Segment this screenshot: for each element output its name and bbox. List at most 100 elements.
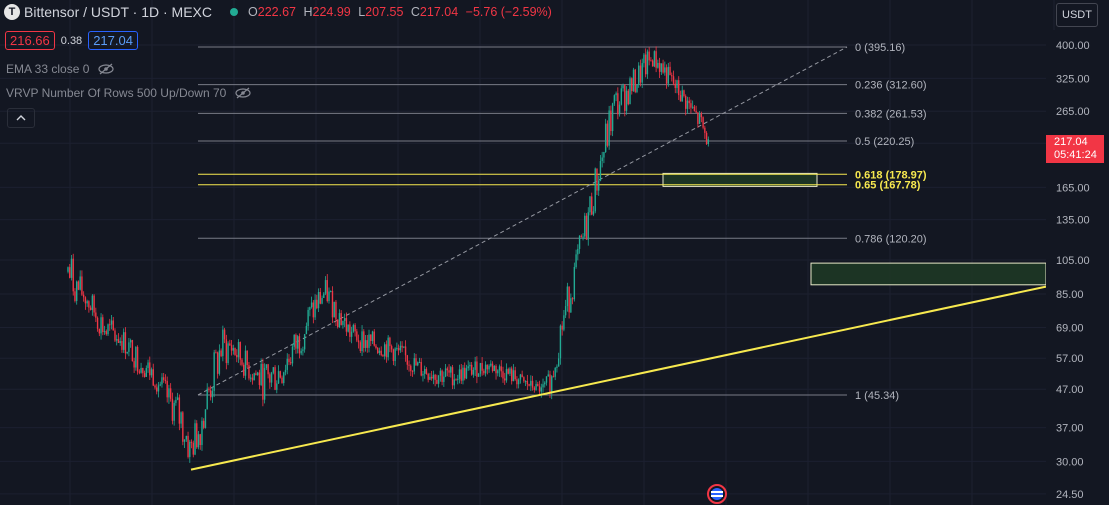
candle-body bbox=[305, 326, 308, 335]
candle-body bbox=[660, 63, 663, 72]
candle-body bbox=[169, 388, 172, 399]
candle-body bbox=[500, 366, 502, 372]
candle-body bbox=[330, 290, 332, 292]
candle-body bbox=[206, 388, 208, 410]
candle-body bbox=[606, 123, 609, 146]
candle-body bbox=[371, 331, 374, 341]
candle-body bbox=[377, 347, 379, 354]
candle-body bbox=[387, 337, 389, 358]
fib-level-label: 0 (395.16) bbox=[855, 42, 905, 54]
price-axis-tick-label: 69.00 bbox=[1056, 323, 1084, 335]
candle-body bbox=[218, 350, 221, 374]
candle-body bbox=[131, 340, 134, 362]
indicator-ema[interactable]: EMA 33 close 0 bbox=[6, 62, 115, 76]
zone-box[interactable] bbox=[810, 262, 1047, 286]
candle-body bbox=[582, 236, 584, 238]
candle-body bbox=[627, 90, 629, 105]
candle-body bbox=[168, 388, 170, 398]
indicator-vrvp[interactable]: VRVP Number Of Rows 500 Up/Down 70 bbox=[6, 86, 252, 100]
candle-body bbox=[432, 374, 435, 379]
collapse-indicators-button[interactable] bbox=[7, 108, 35, 128]
candle-body bbox=[91, 295, 94, 310]
candle-body bbox=[430, 376, 433, 379]
candle-body bbox=[265, 364, 268, 369]
candle-body bbox=[93, 295, 95, 313]
fibonacci-retracement[interactable]: 0 (395.16) 0.236 (312.60) 0.382 (261.53) 0.… bbox=[197, 42, 927, 402]
candle-body bbox=[67, 267, 69, 272]
candle-body bbox=[331, 290, 334, 318]
candle-body bbox=[530, 380, 532, 386]
candle-body bbox=[667, 66, 669, 84]
candle-body bbox=[638, 65, 640, 85]
candle-body bbox=[585, 215, 588, 240]
candle-body bbox=[182, 412, 184, 442]
candle-body bbox=[296, 336, 299, 349]
change-value: −5.76 (−2.59%) bbox=[465, 5, 552, 19]
candle-body bbox=[469, 364, 471, 367]
candle-body bbox=[335, 301, 337, 320]
candle-body bbox=[613, 95, 616, 104]
candle-body bbox=[98, 328, 101, 334]
ascending-trendline[interactable] bbox=[190, 285, 1047, 471]
candle-body bbox=[380, 350, 382, 356]
price-axis-tick-label: 47.00 bbox=[1056, 384, 1084, 396]
candle-body bbox=[683, 90, 685, 97]
zone-box[interactable] bbox=[662, 172, 818, 187]
candle-body bbox=[312, 302, 315, 318]
candle-body bbox=[269, 374, 271, 383]
candle-body bbox=[685, 96, 687, 109]
candle-body bbox=[196, 423, 198, 448]
candle-body bbox=[211, 390, 214, 398]
candle-body bbox=[103, 331, 106, 333]
candle-body bbox=[516, 379, 518, 385]
candle-body bbox=[610, 110, 612, 132]
candle-body bbox=[488, 365, 490, 370]
price-axis-tick-label: 135.00 bbox=[1056, 215, 1090, 227]
hidden-eye-icon[interactable] bbox=[97, 63, 115, 75]
candle-body bbox=[686, 100, 689, 109]
candle-body bbox=[688, 100, 690, 104]
candle-body bbox=[124, 332, 127, 354]
candle-body bbox=[554, 367, 556, 377]
economic-events-flag-icon[interactable] bbox=[707, 484, 727, 504]
candle-body bbox=[413, 358, 415, 372]
candle-body bbox=[213, 352, 215, 391]
candle-body bbox=[356, 331, 358, 341]
candle-body bbox=[697, 112, 699, 124]
hidden-eye-icon[interactable] bbox=[234, 87, 252, 99]
candle-body bbox=[436, 379, 438, 384]
spread-value: 0.38 bbox=[60, 34, 83, 47]
candle-body bbox=[84, 297, 87, 304]
candle-body bbox=[650, 60, 652, 62]
candle-body bbox=[460, 369, 462, 381]
candle-body bbox=[220, 350, 222, 357]
candle-body bbox=[215, 352, 217, 354]
candle-body bbox=[601, 157, 603, 162]
price-axis-tick-label: 37.00 bbox=[1056, 423, 1084, 435]
candle-body bbox=[135, 347, 137, 368]
candle-body bbox=[517, 379, 520, 385]
candle-body bbox=[126, 351, 128, 354]
candle-body bbox=[361, 331, 363, 351]
candle-body bbox=[695, 110, 697, 113]
candle-body bbox=[383, 344, 386, 357]
buy-price-button[interactable]: 217.04 bbox=[88, 31, 138, 50]
symbol-title[interactable]: Bittensor / USDT · 1D · MEXC bbox=[24, 4, 213, 20]
candle-body bbox=[603, 152, 605, 158]
candle-body bbox=[378, 350, 381, 354]
currency-selector[interactable]: USDT bbox=[1056, 3, 1098, 27]
candle-body bbox=[622, 85, 624, 89]
trendline-layer[interactable] bbox=[190, 285, 1047, 471]
candle-body bbox=[121, 341, 123, 350]
price-axis[interactable]: 400.00 325.00 265.00 165.00 135.00 105.00 85.0… bbox=[1046, 30, 1109, 505]
candle-body bbox=[267, 364, 269, 375]
candle-body bbox=[580, 235, 582, 237]
candle-body bbox=[208, 388, 210, 391]
candle-body bbox=[370, 334, 372, 341]
candle-body bbox=[705, 132, 708, 145]
candle-body bbox=[317, 291, 320, 309]
candle-body bbox=[333, 301, 335, 318]
candle-body bbox=[288, 358, 290, 363]
sell-price-button[interactable]: 216.66 bbox=[5, 31, 55, 50]
